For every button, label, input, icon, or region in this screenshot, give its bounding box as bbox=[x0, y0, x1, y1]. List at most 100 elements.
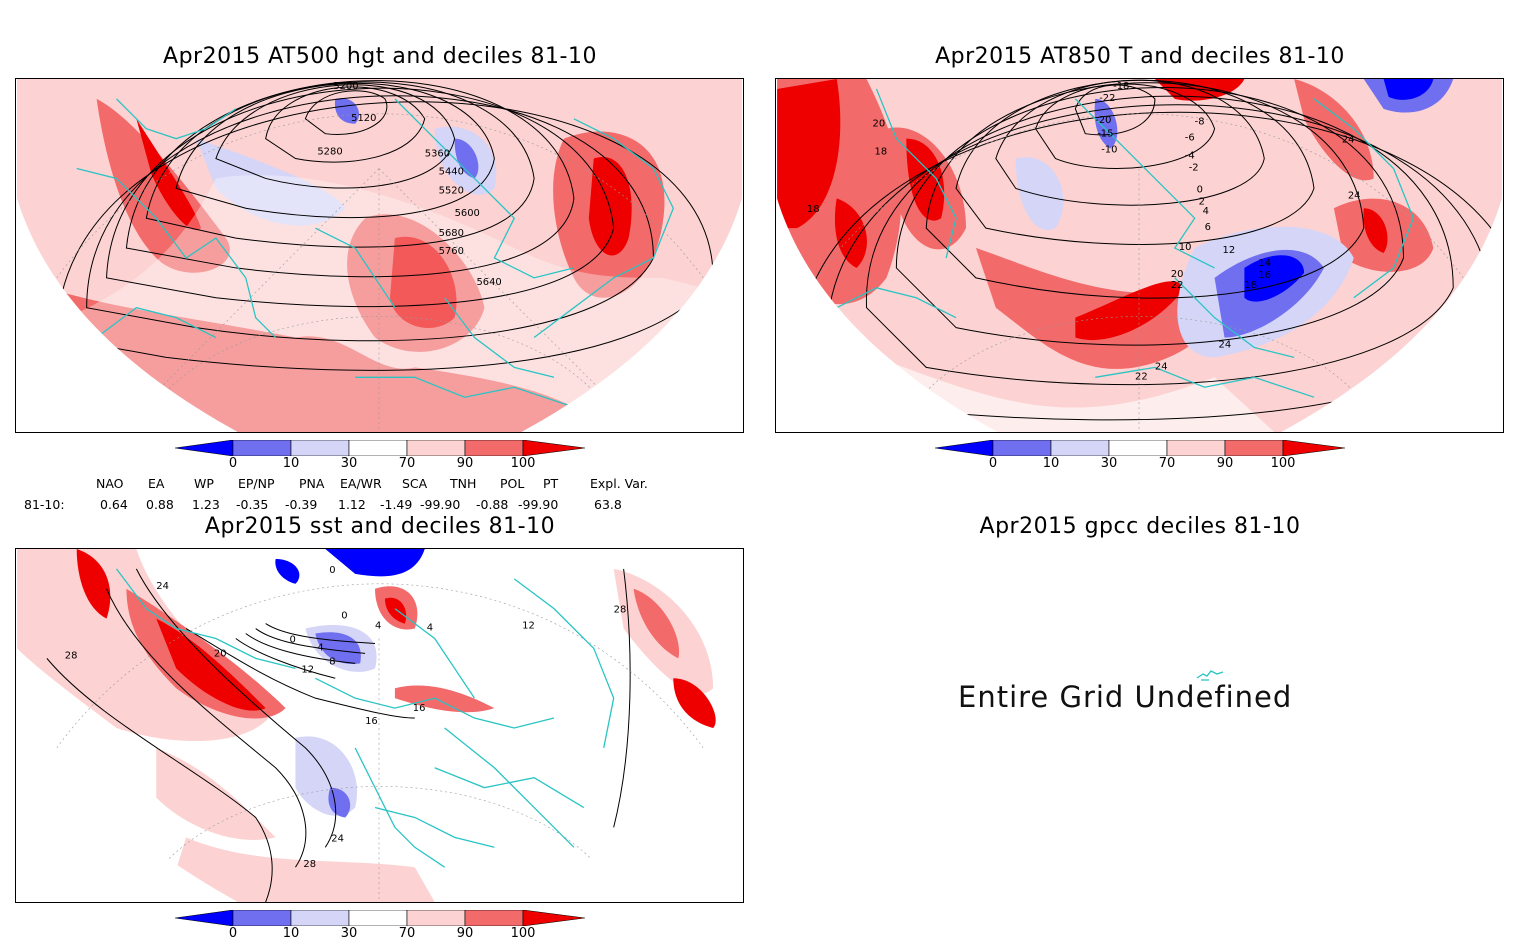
index-header-wp: WP bbox=[194, 476, 214, 491]
index-value-ea: 0.88 bbox=[146, 497, 174, 512]
map-sst-graphic: 24 28 20 12 16 16 8 4 0 0 0 4 4 12 24 28… bbox=[17, 549, 742, 902]
contour-label: 0 bbox=[290, 634, 296, 645]
index-value-tnh: -99.90 bbox=[420, 497, 461, 512]
contour-label: 12 bbox=[1223, 245, 1236, 256]
index-header-pol: POL bbox=[500, 476, 525, 491]
contour-label: -20 bbox=[1095, 115, 1111, 126]
contour-label: 28 bbox=[614, 605, 627, 616]
colorbar-tick: 0 bbox=[228, 926, 238, 941]
index-header-nao: NAO bbox=[96, 476, 124, 491]
contour-label: 12 bbox=[301, 664, 314, 675]
contour-label: 24 bbox=[156, 581, 169, 592]
contour-label: 28 bbox=[65, 650, 78, 661]
colorbar-tick: 100 bbox=[510, 926, 536, 941]
index-value-eawr: 1.12 bbox=[338, 497, 366, 512]
contour-label: 12 bbox=[522, 621, 535, 632]
panel3-title: Apr2015 sst and deciles 81-10 bbox=[204, 514, 556, 539]
contour-label: 20 bbox=[214, 648, 227, 659]
colorbar-panel3-graphic bbox=[175, 910, 585, 926]
index-value-sca: -1.49 bbox=[380, 497, 413, 512]
index-header-ea: EA bbox=[148, 476, 165, 491]
contour-label: 24 bbox=[331, 833, 344, 844]
contour-label: 0 bbox=[341, 611, 347, 622]
coastline-fragment bbox=[1196, 670, 1224, 681]
index-header-tnh: TNH bbox=[450, 476, 477, 491]
colorbar-tick: 0 bbox=[228, 456, 238, 471]
colorbar-tick: 0 bbox=[988, 456, 998, 471]
contour-label: 4 bbox=[317, 642, 323, 653]
contour-label: 0 bbox=[329, 565, 335, 576]
contour-label: -18 bbox=[1113, 81, 1129, 92]
contour-label: 6 bbox=[1205, 222, 1211, 233]
contour-label: 8 bbox=[329, 656, 335, 667]
contour-label: 5600 bbox=[455, 208, 480, 219]
contour-label: 16 bbox=[1258, 270, 1271, 281]
colorbar-panel1-graphic bbox=[175, 440, 585, 456]
colorbar-tick: 10 bbox=[1042, 456, 1060, 471]
colorbar-panel1: 0 10 30 70 90 100 bbox=[175, 440, 585, 480]
contour-label: 4 bbox=[427, 623, 433, 634]
index-value-epnp: -0.35 bbox=[236, 497, 269, 512]
index-value-nao: 0.64 bbox=[100, 497, 128, 512]
map-panel-sst: 24 28 20 12 16 16 8 4 0 0 0 4 4 12 24 28… bbox=[15, 548, 744, 903]
colorbar-tick: 100 bbox=[510, 456, 536, 471]
map-hgt500-graphic: 5200 5120 5280 5360 5440 5520 5600 5680 … bbox=[17, 79, 742, 432]
contour-label: 4 bbox=[1203, 206, 1209, 217]
contour-label: 24 bbox=[1342, 135, 1355, 146]
contour-label: -8 bbox=[1195, 117, 1205, 128]
colorbar-panel3: 0 10 30 70 90 100 bbox=[175, 910, 585, 950]
colorbar-panel2: 0 10 30 70 90 100 bbox=[935, 440, 1345, 480]
index-header-explvar: Expl. Var. bbox=[590, 476, 648, 491]
colorbar-tick: 100 bbox=[1270, 456, 1296, 471]
contour-label: 14 bbox=[1258, 258, 1271, 269]
colorbar-tick: 30 bbox=[340, 926, 358, 941]
contour-label: 24 bbox=[1155, 361, 1168, 372]
contour-label: 5520 bbox=[439, 185, 464, 196]
index-header-epnp: EP/NP bbox=[238, 476, 275, 491]
panel1-title: Apr2015 AT500 hgt and deciles 81-10 bbox=[163, 44, 597, 69]
contour-label: -22 bbox=[1099, 93, 1115, 104]
contour-label: 10 bbox=[1179, 242, 1192, 253]
contour-label: 24 bbox=[1348, 190, 1361, 201]
contour-label: 20 bbox=[873, 119, 886, 130]
contour-label: 18 bbox=[875, 147, 888, 158]
contour-label: 5360 bbox=[425, 149, 450, 160]
contour-label: 20 bbox=[1171, 269, 1184, 280]
contour-label: 5440 bbox=[439, 166, 464, 177]
contour-label: -6 bbox=[1185, 133, 1195, 144]
contour-label: 5760 bbox=[439, 246, 464, 257]
colorbar-tick: 10 bbox=[282, 456, 300, 471]
colorbar-tick: 90 bbox=[456, 456, 474, 471]
contour-label: 24 bbox=[1219, 339, 1232, 350]
colorbar-tick: 10 bbox=[282, 926, 300, 941]
colorbar-tick: 70 bbox=[398, 456, 416, 471]
contour-label: 18 bbox=[1244, 280, 1257, 291]
contour-label: 5680 bbox=[439, 228, 464, 239]
panel2-title: Apr2015 AT850 T and deciles 81-10 bbox=[935, 44, 1345, 69]
index-value-explvar: 63.8 bbox=[594, 497, 622, 512]
colorbar-tick: 70 bbox=[398, 926, 416, 941]
index-value-pol: -0.88 bbox=[476, 497, 509, 512]
contour-label: -2 bbox=[1189, 162, 1199, 173]
contour-label: 5120 bbox=[351, 113, 376, 124]
index-value-pna: -0.39 bbox=[285, 497, 318, 512]
colorbar-tick: 30 bbox=[340, 456, 358, 471]
contour-label: 5640 bbox=[476, 277, 501, 288]
contour-label: -4 bbox=[1185, 151, 1195, 162]
map-panel-t850: -18 -22 -20 -15 -10 -8 -6 -4 -2 0 2 4 6 … bbox=[775, 78, 1504, 433]
contour-label: 2 bbox=[1199, 196, 1205, 207]
index-header-pna: PNA bbox=[299, 476, 325, 491]
contour-label: 22 bbox=[1171, 280, 1184, 291]
panel4-title: Apr2015 gpcc deciles 81-10 bbox=[979, 514, 1301, 539]
contour-label: 0 bbox=[1197, 184, 1203, 195]
map-panel-hgt500: 5200 5120 5280 5360 5440 5520 5600 5680 … bbox=[15, 78, 744, 433]
colorbar-panel2-graphic bbox=[935, 440, 1345, 456]
colorbar-tick: 30 bbox=[1100, 456, 1118, 471]
contour-label: -10 bbox=[1101, 145, 1117, 156]
colorbar-tick: 90 bbox=[456, 926, 474, 941]
contour-label: 4 bbox=[375, 621, 381, 632]
contour-label: 5280 bbox=[317, 147, 342, 158]
contour-label: 5200 bbox=[333, 81, 358, 92]
contour-label: 22 bbox=[1135, 371, 1148, 382]
map-t850-graphic: -18 -22 -20 -15 -10 -8 -6 -4 -2 0 2 4 6 … bbox=[777, 79, 1502, 432]
